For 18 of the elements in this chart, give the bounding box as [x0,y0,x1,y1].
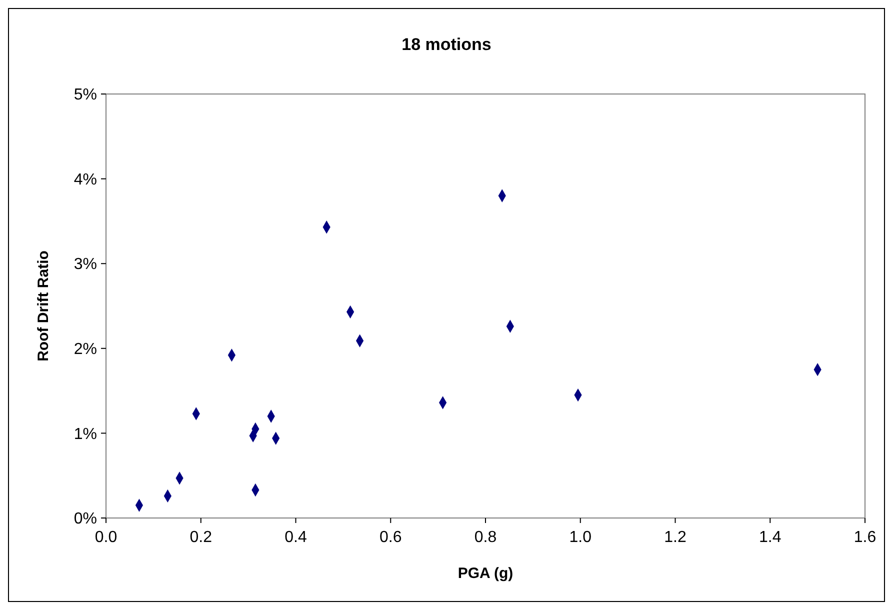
x-tick-label: 0.0 [94,529,118,546]
x-tick-label: 1.0 [569,529,592,546]
y-tick-label: 2% [74,341,97,358]
y-tick-label: 3% [74,256,97,274]
x-axis-title: PGA (g) [458,565,514,582]
y-tick-label: 5% [74,86,97,104]
y-tick-label: 0% [74,510,97,528]
y-axis-title: Roof Drift Ratio [35,250,52,362]
y-tick-label: 4% [74,171,97,188]
x-tick-label: 0.2 [190,529,212,546]
x-tick-label: 0.6 [380,529,402,546]
x-tick-label: 1.6 [854,529,876,546]
x-tick-label: 0.4 [284,529,307,546]
x-tick-label: 1.4 [759,529,782,546]
chart-title: 18 motions [402,35,492,54]
x-tick-label: 1.2 [664,529,686,546]
x-tick-label: 0.8 [474,529,497,546]
y-tick-label: 1% [74,426,97,443]
